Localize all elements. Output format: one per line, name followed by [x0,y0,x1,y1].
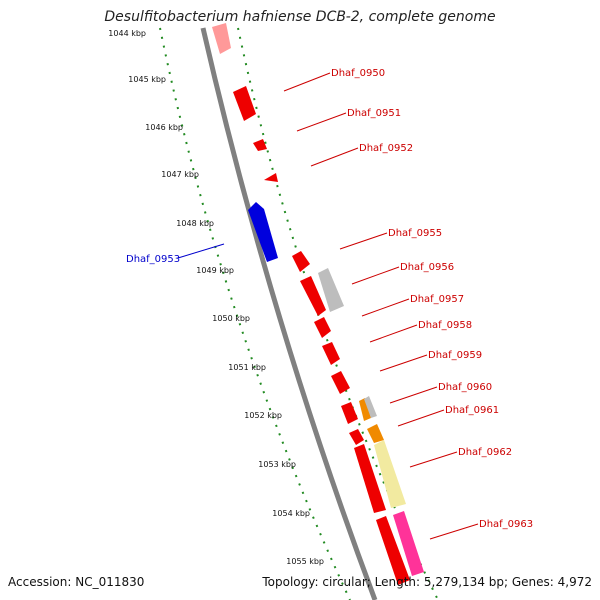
gene-feature[interactable] [359,398,371,421]
gene-label-dhaf-0956[interactable]: Dhaf_0956 [400,262,454,273]
gene-feature[interactable] [341,402,358,424]
gene-label-dhaf-0958[interactable]: Dhaf_0958 [418,320,472,331]
gene-feature[interactable] [374,440,406,508]
gene-feature[interactable] [322,342,340,365]
gene-label-dhaf-0960[interactable]: Dhaf_0960 [438,382,492,393]
scale-label: 1053 kbp [258,460,296,469]
gene-label-dhaf-0961[interactable]: Dhaf_0961 [445,405,499,416]
scale-label: 1055 kbp [286,557,324,566]
gene-label-dhaf-0955[interactable]: Dhaf_0955 [388,228,442,239]
outer-tick-track [237,27,439,600]
gene-feature[interactable] [248,202,278,262]
gene-feature[interactable] [354,444,386,513]
gene-labels: Dhaf_0950 Dhaf_0951 Dhaf_0952 Dhaf_0953 … [126,68,533,530]
gene-label-dhaf-0952[interactable]: Dhaf_0952 [359,143,413,154]
gene-label-dhaf-0959[interactable]: Dhaf_0959 [428,350,482,361]
gene-feature[interactable] [393,511,424,576]
label-leaders [177,72,479,540]
scale-label: 1044 kbp [108,29,146,38]
gene-feature[interactable] [212,23,231,54]
gene-feature[interactable] [233,86,256,121]
gene-feature[interactable] [292,251,310,272]
gene-label-dhaf-0953[interactable]: Dhaf_0953 [126,254,180,265]
scale-label: 1050 kbp [212,314,250,323]
scale-labels: 1044 kbp 1045 kbp 1046 kbp 1047 kbp 1048… [108,29,324,566]
gene-feature[interactable] [367,424,384,443]
gene-feature[interactable] [364,396,377,418]
scale-label: 1047 kbp [161,170,199,179]
gene-label-dhaf-0963[interactable]: Dhaf_0963 [479,519,533,530]
scale-label: 1051 kbp [228,363,266,372]
gene-features [212,23,424,585]
gene-feature[interactable] [264,173,278,182]
accession-text: Accession: NC_011830 [8,575,145,589]
scale-label: 1046 kbp [145,123,183,132]
scale-label: 1045 kbp [128,75,166,84]
genome-summary-text: Topology: circular; Length: 5,279,134 bp… [262,575,592,589]
gene-label-dhaf-0950[interactable]: Dhaf_0950 [331,68,385,79]
genome-backbone [200,27,378,600]
scale-label: 1048 kbp [176,219,214,228]
scale-label: 1052 kbp [244,411,282,420]
gene-feature[interactable] [300,276,326,316]
scale-label: 1054 kbp [272,509,310,518]
gene-feature[interactable] [376,516,410,585]
gene-label-dhaf-0951[interactable]: Dhaf_0951 [347,108,401,119]
map-title: Desulfitobacterium hafniense DCB-2, comp… [104,9,496,25]
gene-feature[interactable] [349,429,364,445]
gene-feature[interactable] [314,317,331,338]
gene-label-dhaf-0962[interactable]: Dhaf_0962 [458,447,512,458]
scale-label: 1049 kbp [196,266,234,275]
gene-label-dhaf-0957[interactable]: Dhaf_0957 [410,294,464,305]
gene-feature[interactable] [253,139,267,151]
gene-feature[interactable] [331,371,350,394]
gene-feature[interactable] [318,268,344,312]
